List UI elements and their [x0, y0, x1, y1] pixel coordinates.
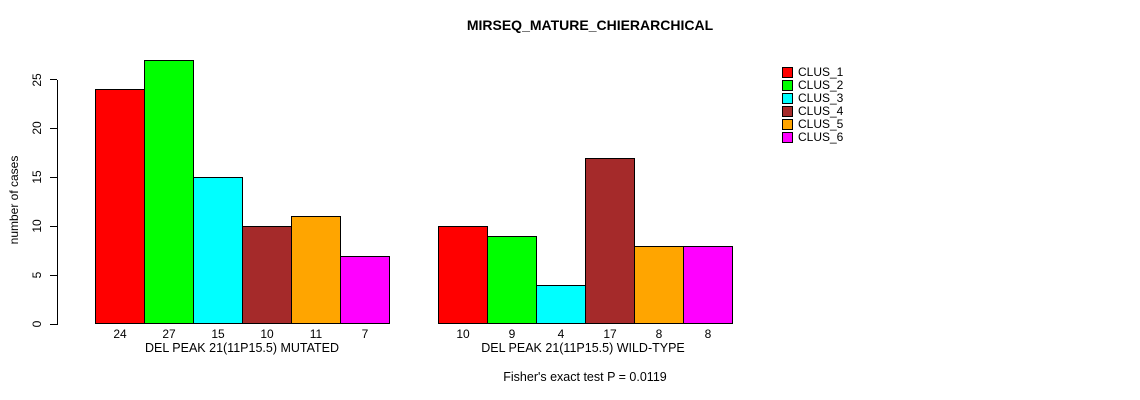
- legend-item-label: CLUS_2: [798, 78, 844, 92]
- bar-value-label: 8: [655, 327, 663, 341]
- legend-item-clus-2: CLUS_2: [782, 79, 843, 92]
- bar-value-label: 10: [260, 327, 274, 341]
- x-group-label-wildtype: DEL PEAK 21(11P15.5) WILD-TYPE: [481, 341, 685, 355]
- bar-clus-1-group1: [95, 89, 145, 324]
- bar-clus-2-group1: [144, 59, 194, 324]
- bar-clus-6-group2: [683, 245, 733, 324]
- y-axis-tick-label: 15: [30, 170, 44, 184]
- y-axis-tick: [50, 274, 57, 276]
- bar-value-label: 8: [704, 327, 712, 341]
- legend-item-clus-6: CLUS_6: [782, 131, 843, 144]
- bar-clus-6-group1: [340, 255, 390, 324]
- y-axis-tick-label: 25: [30, 72, 44, 87]
- legend-swatch-icon: [782, 67, 793, 78]
- bar-value-label: 7: [361, 327, 369, 341]
- y-axis-tick: [50, 225, 57, 227]
- legend-item-label: CLUS_1: [798, 65, 844, 79]
- bar-value-label: 27: [162, 327, 176, 341]
- legend-item-clus-1: CLUS_1: [782, 66, 843, 79]
- y-axis-tick-label: 10: [30, 219, 44, 233]
- bar-clus-1-group2: [438, 226, 488, 324]
- bar-clus-3-group1: [193, 177, 243, 324]
- legend-swatch-icon: [782, 93, 793, 104]
- bar-value-label: 15: [211, 327, 225, 341]
- legend-item-clus-3: CLUS_3: [782, 92, 843, 105]
- y-axis-tick-label: 5: [30, 271, 44, 279]
- legend-item-clus-4: CLUS_4: [782, 105, 843, 118]
- bar-clus-4-group2: [585, 157, 635, 324]
- legend-item-label: CLUS_5: [798, 117, 844, 131]
- legend-item-label: CLUS_4: [798, 104, 844, 118]
- x-group-label-mutated: DEL PEAK 21(11P15.5) MUTATED: [144, 341, 340, 355]
- y-axis-tick-label: 20: [30, 121, 44, 136]
- legend-item-label: CLUS_3: [798, 91, 844, 105]
- chart-title: MIRSEQ_MATURE_CHIERARCHICAL: [466, 17, 714, 33]
- bar-value-label: 9: [508, 327, 516, 341]
- legend-swatch-icon: [782, 80, 793, 91]
- bar-value-label: 11: [309, 327, 323, 341]
- y-axis-tick-label: 0: [30, 320, 44, 328]
- y-axis-tick: [50, 176, 57, 178]
- legend-item-clus-5: CLUS_5: [782, 118, 843, 131]
- legend-swatch-icon: [782, 106, 793, 117]
- bar-value-label: 17: [603, 327, 617, 341]
- legend-item-label: CLUS_6: [798, 130, 844, 144]
- bar-clus-2-group2: [487, 235, 537, 324]
- bar-value-label: 10: [456, 327, 470, 341]
- y-axis-line: [57, 79, 58, 325]
- y-axis-tick: [50, 323, 57, 325]
- y-axis-label: number of cases: [7, 155, 21, 245]
- legend-swatch-icon: [782, 132, 793, 143]
- bar-clus-4-group1: [242, 226, 292, 324]
- legend: CLUS_1 CLUS_2 CLUS_3 CLUS_4 CLUS_5 CLUS_6: [782, 66, 843, 144]
- bar-clus-5-group2: [634, 245, 684, 324]
- y-axis-tick: [50, 79, 57, 80]
- y-axis-tick: [50, 127, 57, 129]
- bar-clus-3-group2: [536, 284, 586, 324]
- bar-value-label: 24: [113, 327, 127, 341]
- fisher-test-annotation: Fisher's exact test P = 0.0119: [503, 370, 667, 384]
- bar-value-label: 4: [557, 327, 565, 341]
- bar-clus-5-group1: [291, 216, 341, 324]
- legend-swatch-icon: [782, 119, 793, 130]
